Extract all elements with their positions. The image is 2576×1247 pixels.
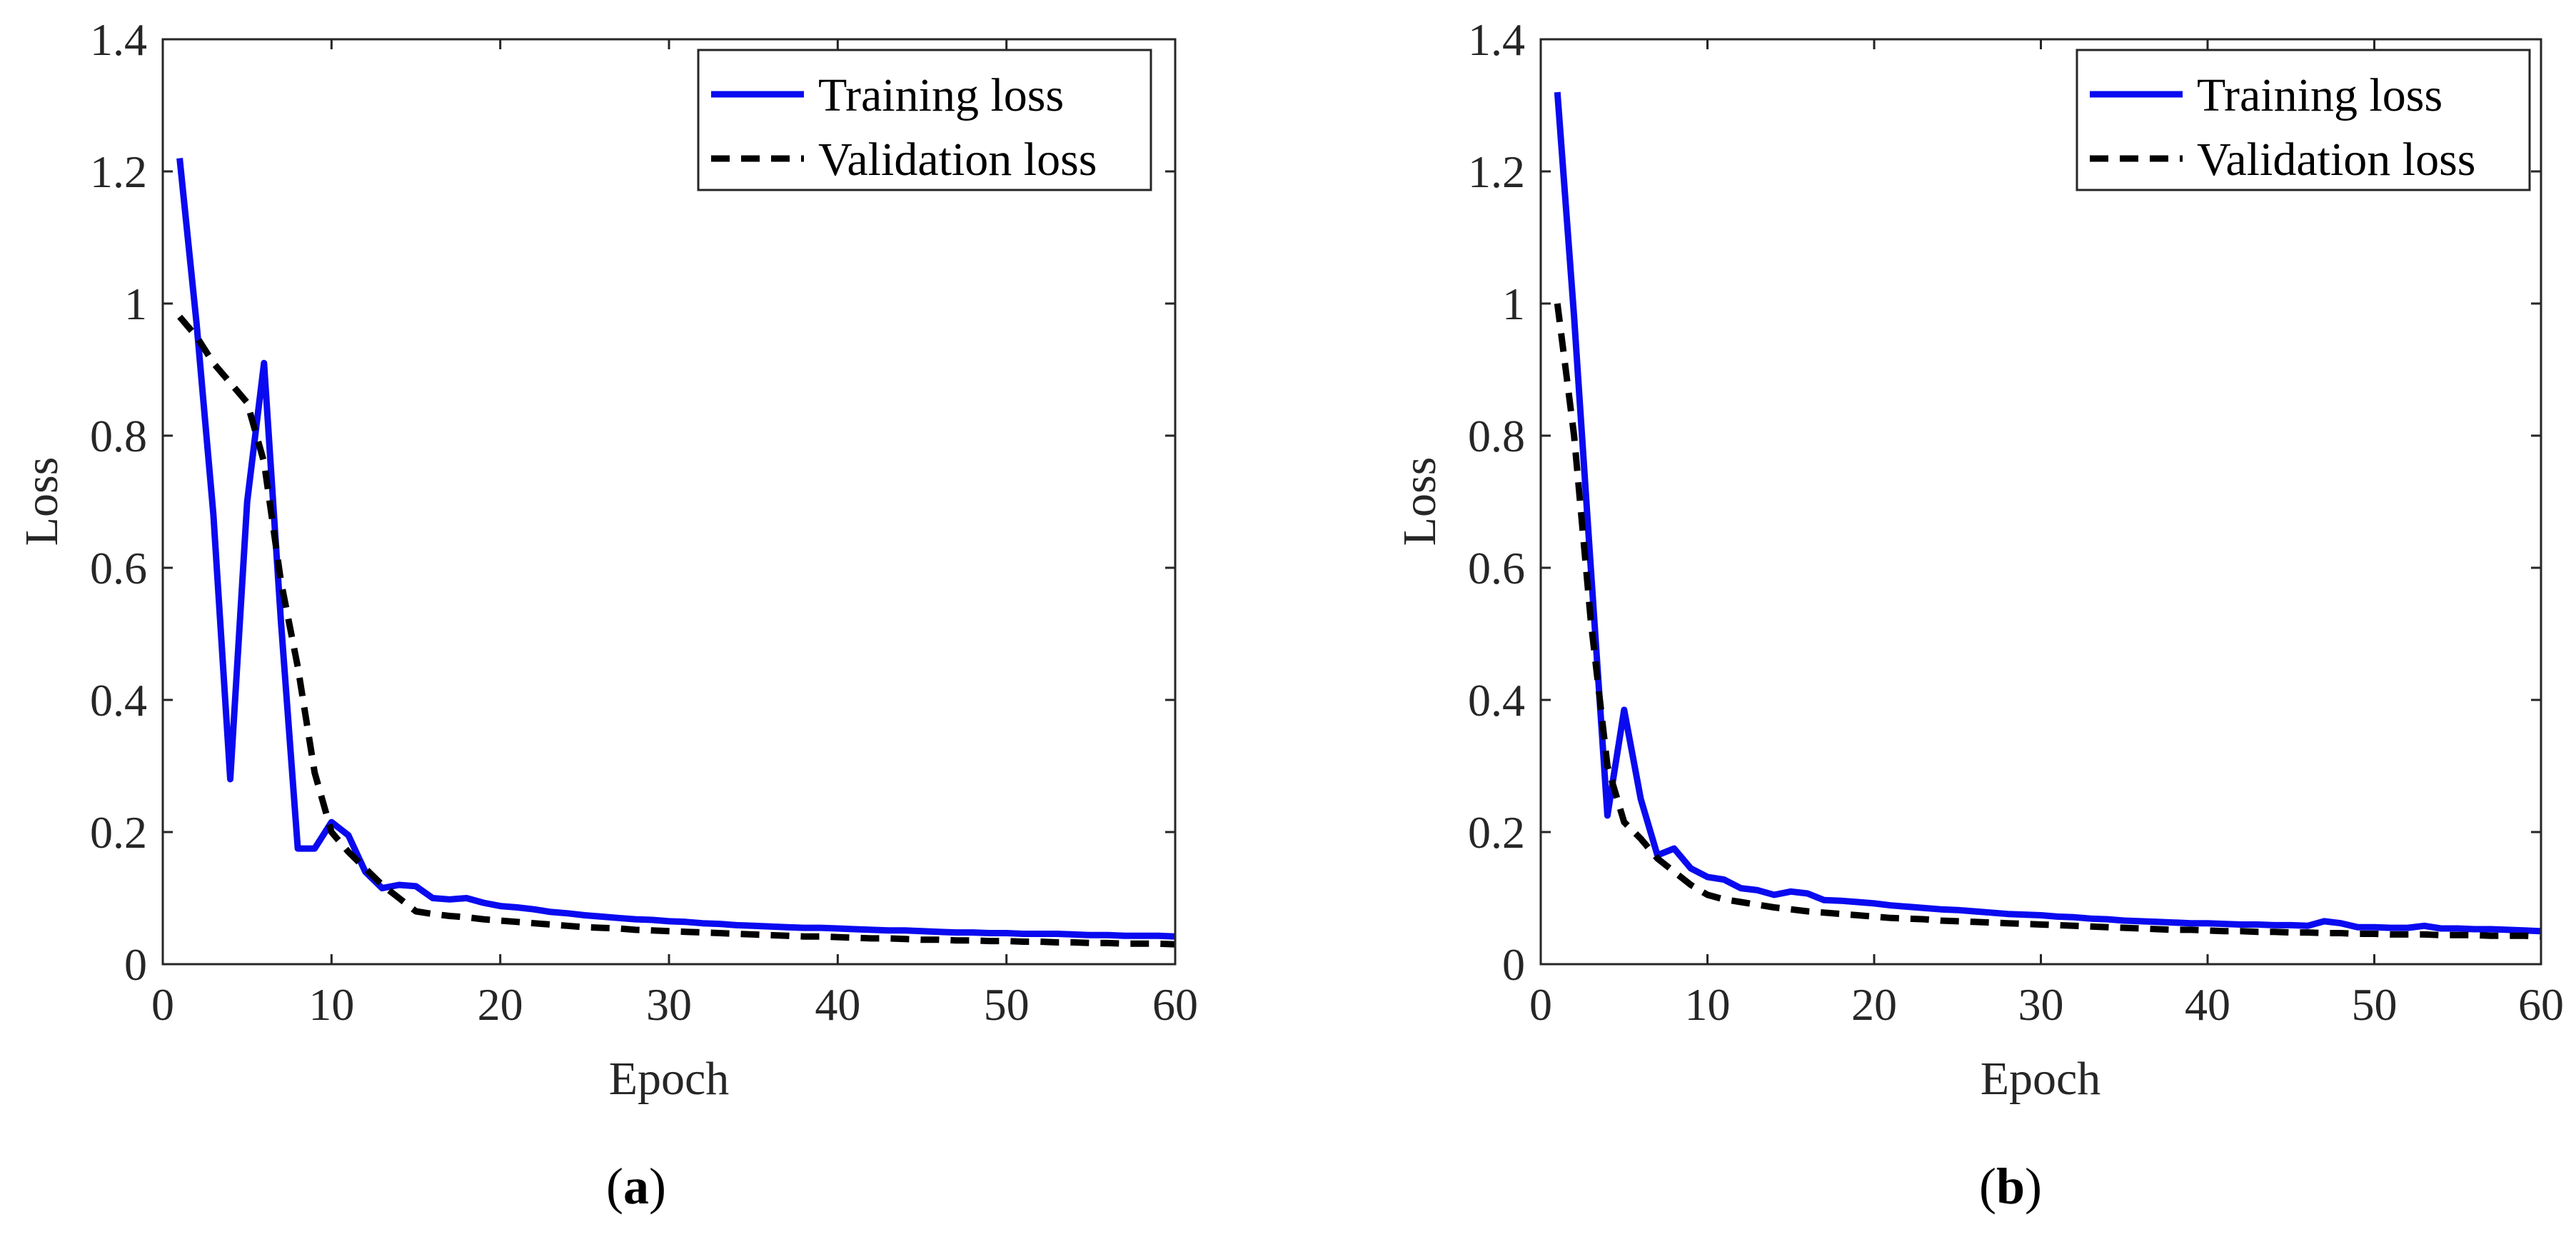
caption-open: ( xyxy=(606,1158,623,1215)
y-tick-label: 1.2 xyxy=(90,146,147,197)
x-tick-label: 60 xyxy=(1152,979,1198,1030)
y-tick-label: 0.6 xyxy=(1468,543,1525,594)
y-axis-label: Loss xyxy=(16,457,68,546)
x-tick-label: 40 xyxy=(2185,979,2230,1030)
x-tick-label: 30 xyxy=(2018,979,2064,1030)
x-tick-label: 30 xyxy=(646,979,692,1030)
y-tick-label: 1.4 xyxy=(90,14,147,65)
x-tick-label: 0 xyxy=(151,979,174,1030)
caption-close: ) xyxy=(649,1158,666,1215)
x-tick-label: 10 xyxy=(1685,979,1731,1030)
legend: Training loss Validation loss xyxy=(697,49,1152,191)
y-tick-label: 0.4 xyxy=(1468,675,1525,726)
legend-label-validation: Validation loss xyxy=(818,134,1097,186)
x-tick-label: 20 xyxy=(478,979,523,1030)
y-tick-label: 1.4 xyxy=(1468,14,1525,65)
y-axis-label: Loss xyxy=(1394,457,1446,546)
x-tick-label: 20 xyxy=(1851,979,1897,1030)
legend-box xyxy=(2076,49,2531,191)
y-tick-label: 0.4 xyxy=(90,675,147,726)
caption-letter: a xyxy=(623,1158,649,1215)
caption-letter: b xyxy=(1996,1158,2025,1215)
y-tick-label: 0.6 xyxy=(90,543,147,594)
y-tick-label: 1 xyxy=(124,279,147,329)
axis-ticks xyxy=(161,38,1177,966)
tick-labels: 0 10 20 30 40 50 60 0 0.2 0.4 0.6 0.8 1 1.2 1.4 xyxy=(90,14,1198,1030)
y-tick-label: 0 xyxy=(1502,939,1525,990)
x-axis-label: Epoch xyxy=(1981,1053,2101,1105)
y-tick-label: 0.8 xyxy=(1468,411,1525,461)
x-tick-label: 10 xyxy=(308,979,354,1030)
panel-caption: (b) xyxy=(1979,1158,2042,1215)
series-line-training-loss xyxy=(176,158,1175,940)
plot-frame xyxy=(161,38,1177,966)
caption-open: ( xyxy=(1979,1158,1996,1215)
y-tick-label: 0 xyxy=(124,939,147,990)
x-tick-label: 40 xyxy=(815,979,860,1030)
legend-box xyxy=(697,49,1152,191)
tick-labels: 0 10 20 30 40 50 60 0 0.2 0.4 0.6 0.8 1 1.2 1.4 xyxy=(1468,14,2564,1030)
plot-area xyxy=(1541,39,2541,964)
legend-label-validation: Validation loss xyxy=(2197,134,2476,186)
x-tick-label: 0 xyxy=(1529,979,1552,1030)
y-tick-label: 1.2 xyxy=(1468,146,1525,197)
legend-label-training: Training loss xyxy=(818,69,1064,121)
y-tick-label: 1 xyxy=(1502,279,1525,329)
plot-frame xyxy=(1539,38,2542,966)
x-tick-label: 60 xyxy=(2518,979,2564,1030)
legend: Training loss Validation loss xyxy=(2076,49,2531,191)
panel-caption: (a) xyxy=(606,1158,666,1215)
legend-label-training: Training loss xyxy=(2197,69,2442,121)
y-tick-label: 0.2 xyxy=(1468,807,1525,858)
caption-close: ) xyxy=(2025,1158,2042,1215)
x-axis-label: Epoch xyxy=(609,1053,730,1105)
series-layer xyxy=(176,158,1175,948)
plot-area xyxy=(163,39,1175,964)
x-tick-label: 50 xyxy=(984,979,1030,1030)
x-tick-label: 50 xyxy=(2352,979,2398,1030)
series-layer xyxy=(1554,91,2541,940)
series-line-validation-loss xyxy=(1554,303,2541,940)
y-tick-label: 0.8 xyxy=(90,411,147,461)
y-tick-label: 0.2 xyxy=(90,807,147,858)
series-line-training-loss xyxy=(1554,91,2541,935)
